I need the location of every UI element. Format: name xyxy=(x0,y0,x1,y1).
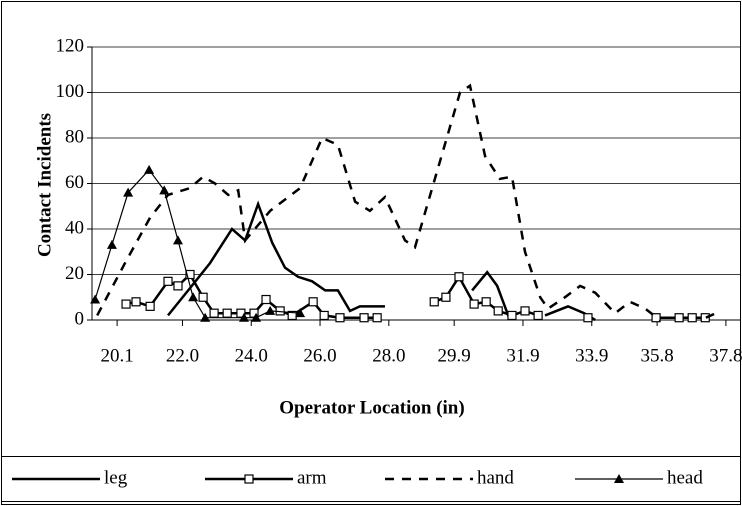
marker-square xyxy=(145,301,155,311)
marker-square xyxy=(454,272,464,282)
y-tick-label: 80 xyxy=(65,126,84,147)
x-tick-label: 22.0 xyxy=(166,345,199,366)
marker-square xyxy=(308,297,318,307)
marker-triangle xyxy=(239,312,250,322)
marker-square xyxy=(469,299,479,309)
marker-square xyxy=(493,306,503,316)
x-tick-label: 37.8 xyxy=(709,345,742,366)
marker-square xyxy=(121,299,131,309)
y-tick-label: 0 xyxy=(75,308,85,329)
marker-square xyxy=(441,292,451,302)
x-tick-label: 24.0 xyxy=(235,345,268,366)
marker-square xyxy=(359,313,369,323)
legend-label: head xyxy=(667,467,703,488)
marker-square xyxy=(429,297,439,307)
marker-square xyxy=(583,313,593,323)
marker-square xyxy=(507,310,517,321)
marker-square xyxy=(700,313,710,323)
legend-label: hand xyxy=(477,467,514,488)
x-tick-label: 26.0 xyxy=(303,345,336,366)
marker-triangle xyxy=(251,312,262,322)
marker-square xyxy=(481,297,491,307)
marker-triangle xyxy=(90,294,101,304)
series-line xyxy=(96,83,717,321)
marker-square xyxy=(222,308,232,318)
legend-label: leg xyxy=(104,467,128,488)
x-axis-title: Operator Location (in) xyxy=(279,397,464,418)
marker-square xyxy=(261,294,271,305)
marker-triangle xyxy=(188,292,199,302)
legend-label: arm xyxy=(297,467,327,488)
marker-square xyxy=(687,313,697,323)
marker-triangle xyxy=(295,308,306,318)
y-tick-label: 20 xyxy=(65,263,84,284)
marker-triangle xyxy=(159,185,170,195)
x-tick-label: 35.8 xyxy=(640,345,673,366)
marker-triangle xyxy=(106,239,117,249)
marker-square xyxy=(674,313,684,323)
marker-triangle xyxy=(172,235,183,245)
marker-square xyxy=(533,310,543,321)
marker-square xyxy=(131,297,141,307)
marker-square xyxy=(185,269,195,280)
series-line xyxy=(94,168,301,319)
marker-triangle xyxy=(200,312,211,322)
marker-square xyxy=(651,313,661,323)
y-tick-label: 60 xyxy=(65,172,84,193)
marker-triangle xyxy=(123,187,134,197)
marker-triangle xyxy=(144,164,155,174)
x-tick-label: 33.9 xyxy=(575,345,608,366)
x-tick-label: 31.9 xyxy=(506,345,539,366)
y-tick-label: 120 xyxy=(56,35,85,56)
y-axis-title: Contact Incidents xyxy=(34,113,55,257)
marker-square xyxy=(198,292,208,302)
marker-triangle xyxy=(265,305,276,315)
x-tick-label: 29.9 xyxy=(438,345,471,366)
x-tick-label: 28.0 xyxy=(372,345,405,366)
marker-square xyxy=(163,276,173,286)
marker-square xyxy=(372,313,382,323)
marker-square xyxy=(173,281,183,291)
marker-square xyxy=(520,306,530,316)
y-tick-label: 100 xyxy=(56,81,85,102)
legend-marker xyxy=(614,474,624,483)
legend-marker xyxy=(244,474,254,484)
x-tick-label: 20.1 xyxy=(100,345,133,366)
marker-square xyxy=(319,310,329,321)
y-tick-label: 40 xyxy=(65,217,84,238)
marker-square xyxy=(335,313,345,323)
marker-square xyxy=(209,308,219,318)
